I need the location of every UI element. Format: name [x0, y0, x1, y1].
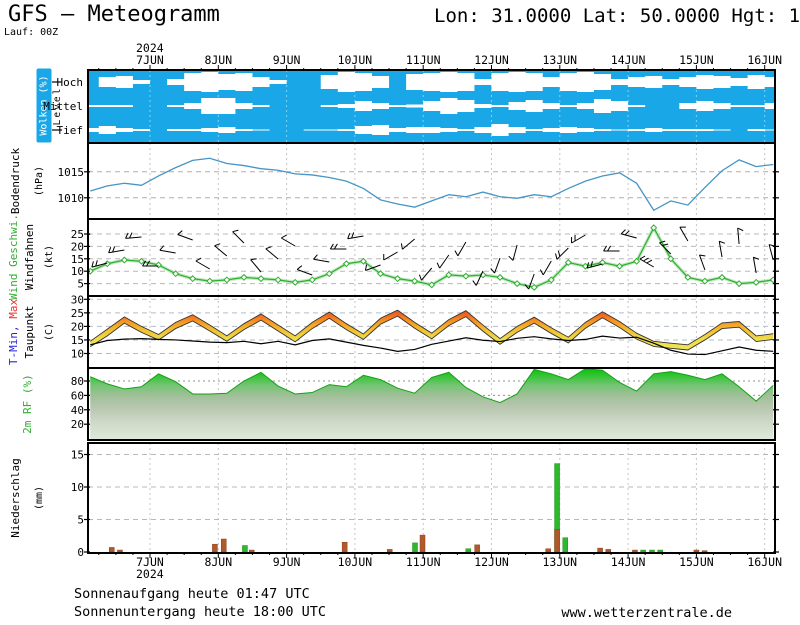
temperature-band — [89, 309, 774, 351]
precip-bar-brown — [554, 529, 560, 553]
date-label: 10JUN — [338, 555, 373, 569]
cloud-level-label: Mittel — [43, 100, 83, 113]
precip-bar-green — [465, 548, 472, 553]
precip-bar-brown — [701, 550, 708, 553]
precip-bar-green — [562, 537, 569, 553]
cloud-band-tief — [88, 124, 775, 136]
precip-bar-brown — [341, 542, 348, 553]
precipitation-tick: 0 — [77, 546, 84, 559]
sunset-label: Sonnenuntergang heute 18:00 UTC — [74, 604, 326, 620]
year-label: 2024 — [136, 41, 164, 55]
year-label: 2024 — [136, 567, 164, 581]
date-label: 10JUN — [338, 53, 373, 67]
cloud-level-label: Tief — [57, 124, 84, 137]
axis-labels: 1015101025201510530252015108060402015105… — [43, 41, 782, 581]
date-label: 12JUN — [474, 53, 509, 67]
date-label: 12JUN — [474, 555, 509, 569]
date-label: 9JUN — [273, 555, 301, 569]
website-label: www.wetterzentrale.de — [561, 605, 732, 621]
date-label: 16JUN — [747, 53, 782, 67]
precip-bar-brown — [693, 549, 700, 553]
precip-bar-brown — [386, 549, 393, 553]
wind-barbs — [88, 226, 775, 290]
precip-bar-green — [657, 549, 663, 553]
precipitation-tick: 5 — [77, 514, 84, 527]
precip-bar-brown — [419, 534, 426, 553]
dewpoint-line — [90, 335, 774, 356]
precip-bar-green — [640, 549, 646, 553]
wind-tick: 10 — [71, 265, 84, 278]
date-label: 15JUN — [679, 555, 714, 569]
precip-bar-brown — [249, 549, 255, 553]
temperature-tick: 10 — [71, 348, 84, 361]
precip-bar-green — [242, 545, 248, 553]
temperature-tick: 25 — [71, 307, 84, 320]
cloud-level-label: Hoch — [57, 76, 84, 89]
date-label: 9JUN — [273, 53, 301, 67]
date-label: 14JUN — [611, 53, 646, 67]
date-label: 13JUN — [542, 555, 577, 569]
coordinates-label: Lon: 31.0000 Lat: 50.0000 Hgt: 1 — [434, 5, 800, 27]
precip-bar-brown — [474, 544, 480, 553]
precip-bar-green — [412, 542, 418, 553]
page-title: GFS — Meteogramm — [8, 2, 220, 27]
wind-speed-series — [88, 224, 775, 291]
pressure-line — [90, 157, 774, 212]
precipitation-tick: 15 — [71, 449, 84, 462]
temperature-tick: 20 — [71, 320, 84, 333]
model-run-label: Lauf: 00Z — [4, 27, 59, 38]
precip-bar-brown — [632, 549, 638, 553]
humidity-tick: 20 — [71, 418, 84, 431]
humidity-tick: 40 — [71, 404, 84, 417]
precip-bar-brown — [109, 547, 115, 553]
temperature-tick: 15 — [71, 334, 84, 347]
date-label: 11JUN — [406, 53, 441, 67]
precip-bar-green — [649, 549, 655, 553]
wind-tick: 15 — [71, 253, 84, 266]
precipitation-bars — [109, 463, 708, 553]
humidity-tick: 60 — [71, 389, 84, 402]
date-label: 8JUN — [204, 555, 232, 569]
wind-tick: 25 — [71, 228, 84, 241]
date-label: 15JUN — [679, 53, 714, 67]
cloud-band-mittel — [88, 98, 775, 114]
date-label: 14JUN — [611, 555, 646, 569]
humidity-series — [90, 368, 774, 439]
precip-bar-brown — [212, 543, 218, 553]
precip-bar-brown — [117, 549, 123, 553]
date-label: 8JUN — [204, 53, 232, 67]
humidity-tick: 80 — [71, 375, 84, 388]
sunrise-label: Sonnenaufgang heute 01:47 UTC — [74, 586, 310, 602]
temperature-tick: 30 — [71, 293, 84, 306]
precipitation-tick: 10 — [71, 481, 84, 494]
precip-bar-brown — [221, 538, 227, 553]
wind-tick: 20 — [71, 240, 84, 253]
wind-tick: 5 — [77, 278, 84, 291]
date-label: 7JUN — [136, 555, 164, 569]
panel-borders — [87, 69, 776, 554]
cloud-cover-series — [88, 72, 775, 136]
date-label: 13JUN — [542, 53, 577, 67]
precip-bar-brown — [605, 549, 612, 553]
cloud-band-hoch — [88, 72, 775, 92]
precip-bar-brown — [597, 547, 603, 553]
pressure-tick: 1015 — [58, 166, 85, 179]
time-axis-ticks — [98, 65, 766, 558]
date-label: 11JUN — [406, 555, 441, 569]
precip-bar-brown — [545, 548, 551, 553]
date-label: 7JUN — [136, 53, 164, 67]
date-label: 16JUN — [747, 555, 782, 569]
pressure-tick: 1010 — [58, 192, 85, 205]
